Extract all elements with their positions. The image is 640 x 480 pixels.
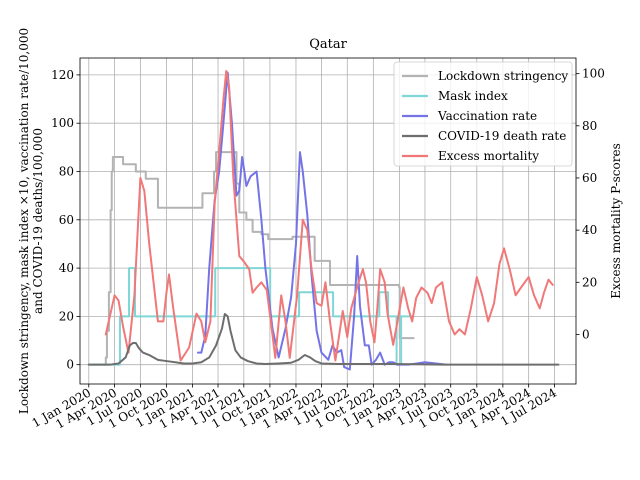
y-left-tick-label: 20 (59, 309, 74, 323)
legend-label: COVID-19 death rate (438, 129, 566, 143)
y-axis-left: 0 20 40 60 80 100 120 (51, 68, 80, 372)
y-axis-right: 0 20 40 60 80 100 (576, 67, 605, 341)
legend: Lockdown stringency Mask index Vaccination… (393, 61, 573, 167)
y-right-tick-label: 0 (582, 327, 590, 341)
y-right-tick-label: 60 (582, 171, 597, 185)
y-right-tick-label: 80 (582, 119, 597, 133)
series-line-mask-index (87, 267, 415, 366)
y-left-tick-label: 100 (51, 116, 74, 130)
y-left-tick-label: 80 (59, 164, 74, 178)
y-left-tick-label: 60 (59, 213, 74, 227)
y-axis-left-label-line2: and COVID-19 deaths/100,000 (31, 128, 45, 314)
y-right-tick-label: 100 (582, 67, 605, 81)
legend-label: Vaccination rate (437, 109, 537, 123)
series-line-vaccination-rate (196, 71, 448, 371)
plot-frame (79, 57, 577, 385)
legend-label: Excess mortality (438, 149, 539, 163)
series-layer (87, 70, 560, 371)
y-right-tick-label: 20 (582, 275, 597, 289)
chart-title: Qatar (309, 37, 347, 52)
y-left-tick-label: 0 (66, 358, 74, 372)
y-right-tick-label: 40 (582, 223, 597, 237)
legend-box (393, 61, 573, 167)
series-line-excess-mortality (104, 70, 554, 362)
legend-label: Lockdown stringency (438, 69, 568, 83)
y-left-tick-label: 40 (59, 261, 74, 275)
y-axis-right-label: Excess mortality P-scores (609, 143, 623, 298)
y-axis-left-label-line1: Lockdown stringency, mask index ×10, vac… (17, 28, 31, 414)
legend-label: Mask index (438, 89, 508, 103)
y-left-tick-label: 120 (51, 68, 74, 82)
series-line-covid-19-death-rate (87, 312, 560, 366)
